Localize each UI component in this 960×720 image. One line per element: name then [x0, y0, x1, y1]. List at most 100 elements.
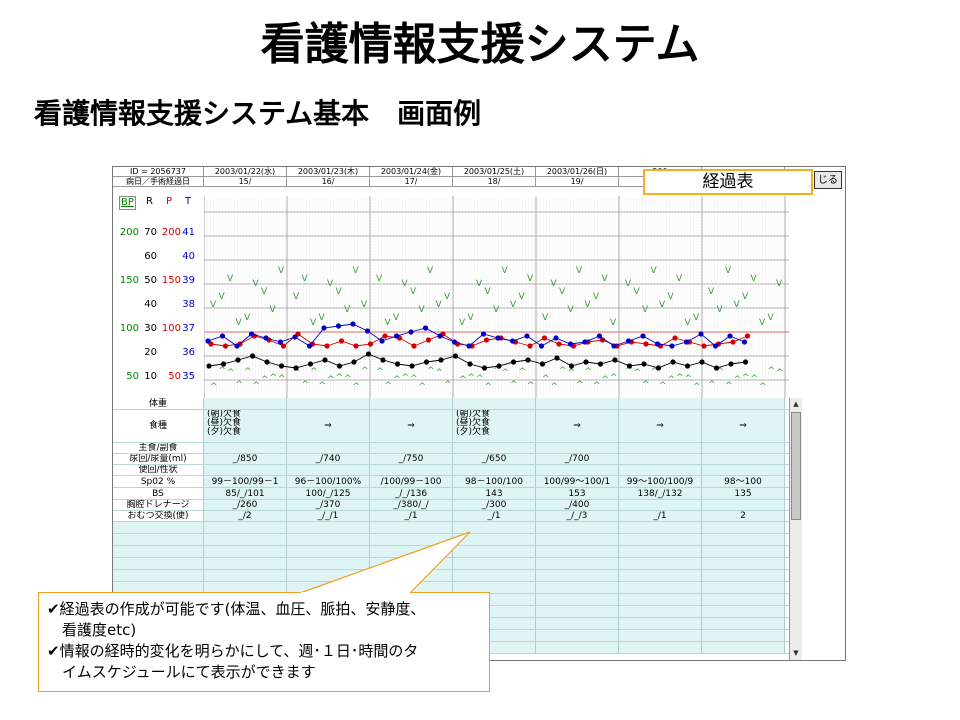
table-cell[interactable]: /100/99－100: [370, 476, 453, 487]
table-cell[interactable]: [536, 398, 619, 409]
table-cell[interactable]: [702, 522, 785, 533]
table-cell[interactable]: [453, 642, 536, 653]
table-cell[interactable]: [536, 522, 619, 533]
table-cell[interactable]: [702, 582, 785, 593]
table-cell[interactable]: [370, 443, 453, 453]
table-cell[interactable]: [619, 500, 702, 510]
mode-p-button[interactable]: P: [166, 196, 173, 207]
table-cell[interactable]: _/300: [453, 500, 536, 510]
table-cell[interactable]: [619, 582, 702, 593]
table-cell[interactable]: [287, 443, 370, 453]
table-cell[interactable]: 153: [536, 488, 619, 499]
table-cell[interactable]: [702, 642, 785, 653]
table-cell[interactable]: [453, 522, 536, 533]
table-cell[interactable]: [536, 465, 619, 475]
table-cell[interactable]: [287, 522, 370, 533]
table-cell[interactable]: [702, 454, 785, 464]
table-cell[interactable]: 96－100/100%: [287, 476, 370, 487]
table-cell[interactable]: [453, 582, 536, 593]
table-cell[interactable]: [370, 465, 453, 475]
table-cell[interactable]: 135: [702, 488, 785, 499]
table-cell[interactable]: _/400: [536, 500, 619, 510]
date-cell[interactable]: 2003/01/24(金): [370, 167, 453, 177]
table-cell[interactable]: _/2: [204, 511, 287, 521]
date-cell[interactable]: 2003/01/25(土): [453, 167, 536, 177]
table-cell[interactable]: 98－100/100: [453, 476, 536, 487]
table-cell[interactable]: [453, 570, 536, 581]
table-cell[interactable]: [619, 443, 702, 453]
table-cell[interactable]: 100/99～100/1: [536, 476, 619, 487]
table-cell[interactable]: [204, 558, 287, 569]
table-cell[interactable]: [702, 398, 785, 409]
table-cell[interactable]: [453, 594, 536, 605]
scroll-down-icon[interactable]: ▼: [793, 649, 799, 657]
table-cell[interactable]: [536, 618, 619, 629]
table-cell[interactable]: [702, 570, 785, 581]
table-cell[interactable]: [702, 534, 785, 545]
table-cell[interactable]: _/_/1: [287, 511, 370, 521]
table-cell[interactable]: ⇒: [287, 410, 370, 442]
table-cell[interactable]: [204, 465, 287, 475]
table-cell[interactable]: [702, 558, 785, 569]
table-cell[interactable]: 98～100: [702, 476, 785, 487]
table-cell[interactable]: [453, 606, 536, 617]
table-cell[interactable]: [536, 582, 619, 593]
table-cell[interactable]: [702, 618, 785, 629]
date-cell[interactable]: 2003/01/26(日): [536, 167, 619, 177]
table-cell[interactable]: _/1: [453, 511, 536, 521]
table-cell[interactable]: _/260: [204, 500, 287, 510]
table-cell[interactable]: [702, 443, 785, 453]
table-cell[interactable]: [370, 522, 453, 533]
table-cell[interactable]: [536, 594, 619, 605]
table-cell[interactable]: _/_/136: [370, 488, 453, 499]
table-cell[interactable]: ⇒: [536, 410, 619, 442]
table-cell[interactable]: [453, 443, 536, 453]
table-cell[interactable]: [619, 465, 702, 475]
table-cell[interactable]: [619, 570, 702, 581]
table-cell[interactable]: [536, 534, 619, 545]
table-cell[interactable]: [453, 534, 536, 545]
table-cell[interactable]: 2: [702, 511, 785, 521]
table-cell[interactable]: 99－100/99－1: [204, 476, 287, 487]
table-cell[interactable]: [536, 443, 619, 453]
table-cell[interactable]: [536, 558, 619, 569]
mode-bp-button[interactable]: BP: [119, 196, 136, 210]
table-cell[interactable]: 138/_/132: [619, 488, 702, 499]
table-cell[interactable]: [702, 465, 785, 475]
table-cell[interactable]: [702, 594, 785, 605]
table-cell[interactable]: [619, 522, 702, 533]
table-cell[interactable]: [536, 630, 619, 641]
scroll-thumb[interactable]: [791, 412, 801, 520]
table-cell[interactable]: _/380/_/: [370, 500, 453, 510]
table-cell[interactable]: _/700: [536, 454, 619, 464]
table-cell[interactable]: [453, 618, 536, 629]
table-cell[interactable]: ⇒: [370, 410, 453, 442]
table-cell[interactable]: [702, 546, 785, 557]
mode-r-button[interactable]: R: [146, 196, 153, 207]
table-cell[interactable]: _/740: [287, 454, 370, 464]
table-cell[interactable]: [453, 546, 536, 557]
table-cell[interactable]: [619, 606, 702, 617]
table-cell[interactable]: [287, 465, 370, 475]
table-cell[interactable]: [619, 534, 702, 545]
table-cell[interactable]: [536, 642, 619, 653]
table-cell[interactable]: _/370: [287, 500, 370, 510]
table-cell[interactable]: [536, 570, 619, 581]
table-cell[interactable]: _/650: [453, 454, 536, 464]
table-cell[interactable]: [619, 618, 702, 629]
table-cell[interactable]: _/_/3: [536, 511, 619, 521]
table-cell[interactable]: ⇒: [702, 410, 785, 442]
table-cell[interactable]: [619, 454, 702, 464]
table-cell[interactable]: (朝)欠食 (昼)欠食 (夕)欠食: [453, 410, 536, 442]
table-cell[interactable]: [287, 398, 370, 409]
table-cell[interactable]: _/1: [370, 511, 453, 521]
table-cell[interactable]: _/1: [619, 511, 702, 521]
date-cell[interactable]: 2003/01/23(木): [287, 167, 370, 177]
table-cell[interactable]: [370, 546, 453, 557]
table-cell[interactable]: [204, 534, 287, 545]
table-cell[interactable]: [287, 546, 370, 557]
close-button[interactable]: じる: [814, 171, 842, 189]
mode-t-button[interactable]: T: [185, 196, 192, 207]
table-cell[interactable]: 100/_/125: [287, 488, 370, 499]
table-cell[interactable]: 99～100/100/9: [619, 476, 702, 487]
